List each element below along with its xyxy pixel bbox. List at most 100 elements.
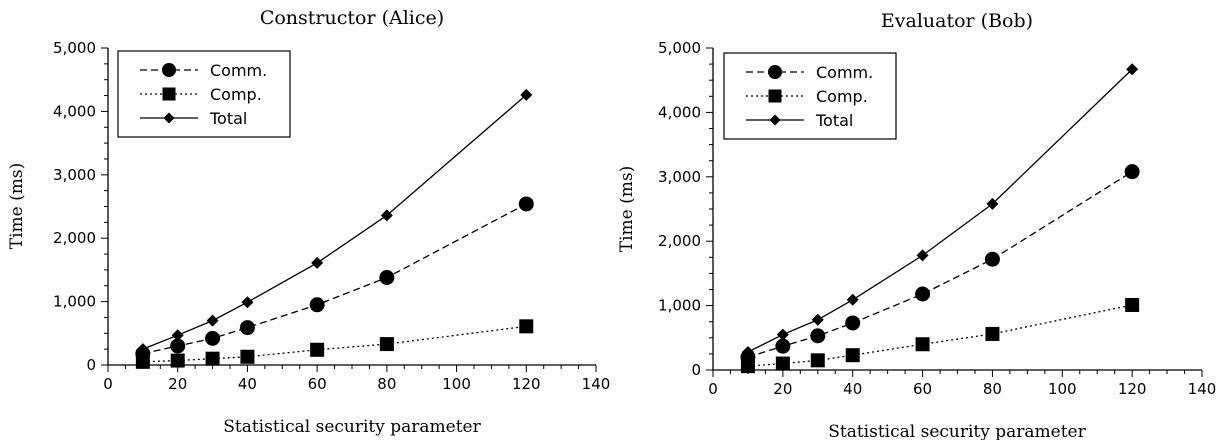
data-point-square	[240, 349, 255, 364]
chart-title: Constructor (Alice)	[260, 7, 444, 29]
data-point-diamond	[1126, 63, 1139, 76]
legend: Comm. Comp. Total	[723, 52, 897, 140]
data-point-circle	[845, 315, 861, 331]
legend-marker-square	[162, 87, 176, 101]
x-axis-label: Statistical security parameter	[828, 422, 1086, 440]
x-tick-label: 40	[238, 375, 257, 393]
legend-marker-diamond	[769, 114, 781, 126]
y-tick-label: 5,000	[658, 39, 701, 57]
x-tick-label: 80	[983, 380, 1002, 398]
x-tick-label: 0	[103, 375, 113, 393]
data-point-circle	[775, 338, 791, 354]
x-tick-label: 100	[1048, 380, 1077, 398]
data-point-diamond	[311, 256, 324, 269]
data-point-circle	[239, 320, 255, 336]
data-point-square	[170, 353, 185, 368]
series-comm	[740, 164, 1140, 365]
data-point-square	[985, 326, 1000, 341]
data-point-square	[519, 319, 534, 334]
data-point-diamond	[846, 293, 859, 306]
data-point-square	[1125, 297, 1140, 312]
y-tick-label: 3,000	[53, 166, 96, 184]
x-tick-label: 60	[913, 380, 932, 398]
chart-panel-2: Evaluator (Bob) 0 20 40 60 80 100 120 140 0 1,000 2…	[617, 10, 1216, 440]
data-point-square	[845, 348, 860, 363]
y-tick-label: 1,000	[53, 293, 96, 311]
legend-marker-circle	[768, 65, 782, 79]
data-point-diamond	[811, 313, 824, 326]
data-point-diamond	[776, 328, 789, 341]
x-axis-label: Statistical security parameter	[223, 417, 481, 437]
y-axis-label: Time (ms)	[617, 166, 637, 252]
data-point-square	[810, 353, 825, 368]
series-line	[142, 325, 527, 363]
y-tick-label: 0	[86, 356, 96, 374]
x-tick-label: 0	[708, 380, 718, 398]
legend-marker-diamond	[163, 112, 175, 124]
x-tick-label: 120	[512, 375, 541, 393]
y-tick-label: 3,000	[658, 168, 701, 186]
data-point-circle	[205, 330, 221, 346]
data-point-square	[135, 354, 150, 369]
x-tick-label: 100	[442, 375, 471, 393]
data-point-circle	[379, 270, 395, 286]
legend: Comm. Comp. Total	[117, 50, 291, 138]
y-tick-label: 2,000	[53, 229, 96, 247]
data-point-diamond	[916, 249, 929, 262]
data-point-diamond	[520, 88, 533, 101]
chart-title: Evaluator (Bob)	[881, 10, 1033, 32]
series-line	[747, 304, 1133, 367]
x-tick-label: 40	[843, 380, 862, 398]
y-tick-label: 0	[691, 361, 701, 379]
y-tick-label: 4,000	[658, 103, 701, 121]
legend-label: Total	[815, 111, 853, 130]
data-point-diamond	[986, 197, 999, 210]
x-tick-label: 60	[308, 375, 327, 393]
data-point-square	[310, 342, 325, 357]
data-point-square	[740, 359, 755, 374]
series-comp	[135, 319, 534, 369]
y-tick-label: 2,000	[658, 232, 701, 250]
data-point-square	[775, 356, 790, 371]
data-point-diamond	[136, 343, 149, 356]
data-point-square	[205, 351, 220, 366]
series-line	[747, 171, 1133, 358]
x-tick-label: 140	[1188, 380, 1217, 398]
data-point-diamond	[380, 209, 393, 222]
data-point-circle	[170, 338, 186, 354]
data-point-circle	[984, 251, 1000, 267]
data-point-circle	[518, 196, 534, 212]
x-tick-label: 20	[773, 380, 792, 398]
legend-label: Total	[209, 109, 247, 128]
data-point-square	[379, 337, 394, 352]
series-total	[741, 63, 1139, 358]
chart-panel-1: Constructor (Alice) 0 20 40 60 80 100 120 140 0 1,…	[7, 7, 610, 437]
data-point-square	[915, 337, 930, 352]
y-tick-label: 4,000	[53, 102, 96, 120]
y-axis-label: Time (ms)	[7, 163, 27, 249]
x-tick-label: 140	[582, 375, 611, 393]
series-comm	[135, 196, 534, 362]
x-tick-label: 20	[168, 375, 187, 393]
data-point-circle	[1124, 164, 1140, 180]
legend-label: Comp.	[816, 87, 868, 106]
data-point-circle	[309, 297, 325, 313]
legend-marker-circle	[162, 63, 176, 77]
series-total	[136, 88, 533, 356]
x-tick-label: 80	[377, 375, 396, 393]
legend-label: Comm.	[210, 61, 267, 80]
data-point-diamond	[241, 296, 254, 309]
data-point-diamond	[741, 345, 754, 358]
data-point-diamond	[171, 329, 184, 342]
legend-label: Comm.	[816, 63, 873, 82]
y-tick-label: 5,000	[53, 39, 96, 57]
data-point-diamond	[206, 314, 219, 327]
series-comp	[740, 297, 1140, 374]
x-tick-label: 120	[1118, 380, 1147, 398]
y-tick-label: 1,000	[658, 297, 701, 315]
data-point-circle	[915, 286, 931, 302]
series-line	[142, 203, 527, 355]
data-point-circle	[810, 328, 826, 344]
